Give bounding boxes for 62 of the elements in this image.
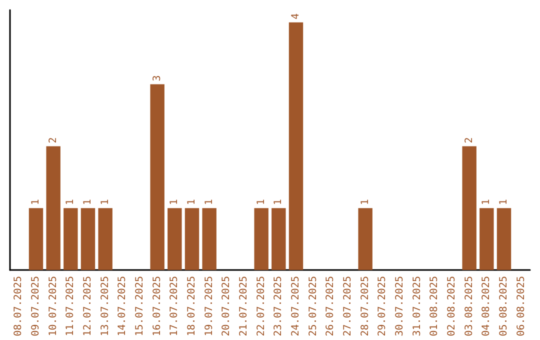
x-tick-label: 01.08.2025 — [429, 276, 440, 336]
bar — [184, 208, 200, 270]
x-tick-label: 25.07.2025 — [308, 276, 319, 336]
data-label: 3 — [152, 75, 163, 82]
bar — [150, 84, 164, 270]
x-tick-label: 19.07.2025 — [204, 276, 215, 336]
x-tick-label: 16.07.2025 — [152, 276, 163, 336]
bar — [64, 208, 78, 270]
data-label: 1 — [360, 199, 371, 206]
data-label: 1 — [30, 199, 42, 206]
x-tick-label: 05.08.2025 — [498, 276, 510, 336]
x-tick-label: 06.08.2025 — [516, 276, 527, 336]
x-tick-label: 20.07.2025 — [221, 276, 232, 336]
bar — [168, 208, 182, 270]
x-tick-label: 26.07.2025 — [325, 276, 336, 336]
bar — [98, 208, 112, 270]
bar — [80, 208, 96, 270]
x-tick-label: 09.07.2025 — [30, 276, 42, 336]
x-tick-label: 28.07.2025 — [360, 276, 371, 336]
data-label: 1 — [186, 199, 198, 206]
bar — [480, 208, 494, 270]
x-tick-label: 21.07.2025 — [238, 276, 250, 336]
x-tick-label: 10.07.2025 — [48, 276, 59, 336]
bar — [254, 208, 268, 270]
bar — [202, 208, 216, 270]
x-tick-label: 27.07.2025 — [342, 276, 354, 336]
x-tick-label: 02.08.2025 — [446, 276, 458, 336]
x-tick-label: 15.07.2025 — [134, 276, 146, 336]
bar — [288, 22, 304, 270]
data-label: 1 — [481, 199, 492, 206]
bar — [462, 146, 476, 270]
data-label: 1 — [498, 199, 510, 206]
data-label: 1 — [169, 199, 180, 206]
data-label: 1 — [273, 199, 284, 206]
x-tick-label: 18.07.2025 — [186, 276, 198, 336]
data-label: 1 — [82, 199, 94, 206]
x-tick-label: 04.08.2025 — [481, 276, 492, 336]
x-tick-label: 11.07.2025 — [65, 276, 76, 336]
data-label: 2 — [464, 137, 475, 144]
bar — [46, 146, 60, 270]
data-label: 1 — [65, 199, 76, 206]
bar — [496, 208, 512, 270]
x-tick-label: 12.07.2025 — [82, 276, 94, 336]
bar — [358, 208, 372, 270]
data-label: 1 — [256, 199, 267, 206]
x-tick-label: 08.07.2025 — [13, 276, 24, 336]
x-tick-label: 23.07.2025 — [273, 276, 284, 336]
x-tick-label: 03.08.2025 — [464, 276, 475, 336]
x-tick-label: 29.07.2025 — [377, 276, 388, 336]
data-label: 1 — [204, 199, 215, 206]
bar — [28, 208, 44, 270]
x-tick-label: 14.07.2025 — [117, 276, 128, 336]
x-tick-label: 31.07.2025 — [412, 276, 423, 336]
data-label: 1 — [100, 199, 111, 206]
bar — [272, 208, 286, 270]
data-label: 4 — [290, 13, 302, 20]
x-tick-label: 17.07.2025 — [169, 276, 180, 336]
x-tick-label: 24.07.2025 — [290, 276, 302, 336]
x-tick-label: 22.07.2025 — [256, 276, 267, 336]
data-label: 2 — [48, 137, 59, 144]
x-tick-label: 13.07.2025 — [100, 276, 111, 336]
x-tick-label: 30.07.2025 — [394, 276, 406, 336]
